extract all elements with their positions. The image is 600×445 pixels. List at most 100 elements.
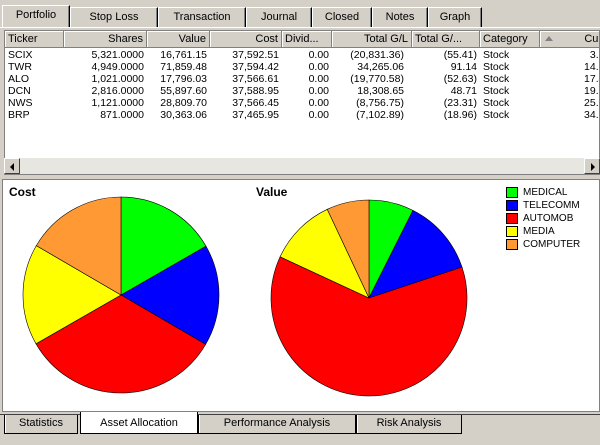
- column-header-dividends[interactable]: Divid...: [282, 31, 332, 48]
- cell-shares: 1,021.0000: [91, 73, 144, 85]
- tab-closed[interactable]: Closed: [312, 7, 372, 27]
- cell-category: Stock: [483, 97, 510, 109]
- cell-current: 34.8600: [584, 109, 599, 121]
- cell-current: 14.5200: [584, 61, 599, 73]
- cell-current: 19.8500: [584, 85, 599, 97]
- arrow-left-icon: [10, 163, 14, 171]
- cell-ticker: NWS: [8, 97, 33, 109]
- cell-total-gl-pct: (55.41): [443, 49, 477, 61]
- cell-current: 17.4300: [584, 73, 599, 85]
- column-header-cost[interactable]: Cost: [210, 31, 282, 48]
- cell-shares: 5,321.0000: [91, 49, 144, 61]
- scroll-left-button[interactable]: [4, 158, 20, 174]
- cell-shares: 1,121.0000: [91, 97, 144, 109]
- legend-swatch: [506, 213, 518, 224]
- tab-graph[interactable]: Graph: [428, 7, 482, 27]
- value-pie-slice-automob: [270, 256, 468, 397]
- column-header-ticker[interactable]: Ticker: [5, 31, 64, 48]
- cell-total-gl: 18,308.65: [357, 85, 404, 97]
- tab-portfolio[interactable]: Portfolio: [2, 5, 70, 27]
- cell-value: 28,809.70: [160, 97, 207, 109]
- cell-ticker: TWR: [8, 61, 32, 73]
- cell-total-gl-pct: 48.71: [450, 85, 477, 97]
- cell-category: Stock: [483, 49, 510, 61]
- legend-label: TELECOMM: [523, 200, 580, 211]
- column-header-current[interactable]: Current: [540, 31, 599, 48]
- cell-cost: 37,566.45: [232, 97, 279, 109]
- legend-swatch: [506, 239, 518, 250]
- column-header-category[interactable]: Category: [480, 31, 540, 48]
- cell-value: 17,796.03: [160, 73, 207, 85]
- cell-cost: 37,566.61: [232, 73, 279, 85]
- table-row[interactable]: DCN 2,816.0000 55,897.60 37,588.95 0.00 18,30…: [5, 85, 599, 97]
- cell-dividends: 0.00: [308, 109, 329, 121]
- cell-category: Stock: [483, 109, 510, 121]
- column-header-value[interactable]: Value: [147, 31, 210, 48]
- cell-shares: 2,816.0000: [91, 85, 144, 97]
- column-header-shares[interactable]: Shares: [64, 31, 147, 48]
- cell-total-gl: 34,265.06: [357, 61, 404, 73]
- grid-header: Ticker Shares Value Cost Divid... Total …: [5, 31, 599, 48]
- cell-shares: 4,949.0000: [91, 61, 144, 73]
- cell-dividends: 0.00: [308, 97, 329, 109]
- legend-swatch: [506, 226, 518, 237]
- table-row[interactable]: TWR 4,949.0000 71,859.48 37,594.42 0.00 34,26…: [5, 61, 599, 73]
- tab-performance-analysis[interactable]: Performance Analysis: [198, 415, 356, 434]
- horizontal-scrollbar[interactable]: [4, 158, 600, 174]
- cell-current: 3.1500: [589, 49, 599, 61]
- cell-dividends: 0.00: [308, 85, 329, 97]
- tab-asset-allocation[interactable]: Asset Allocation: [80, 412, 198, 434]
- cell-ticker: ALO: [8, 73, 30, 85]
- table-row[interactable]: NWS 1,121.0000 28,809.70 37,566.45 0.00 (8,75…: [5, 97, 599, 109]
- cost-pie-slice-medical: [120, 196, 207, 296]
- tab-transaction[interactable]: Transaction: [158, 7, 246, 27]
- value-chart-title: Value: [256, 185, 288, 199]
- cost-pie-slice-computer: [35, 196, 122, 296]
- table-row[interactable]: SCIX 5,321.0000 16,761.15 37,592.51 0.00 (20,…: [5, 49, 599, 61]
- cost-pie-slice-media: [22, 245, 122, 345]
- cell-dividends: 0.00: [308, 61, 329, 73]
- scroll-right-button[interactable]: [584, 158, 600, 174]
- cell-value: 16,761.15: [160, 49, 207, 61]
- arrow-right-icon: [591, 163, 595, 171]
- tab-notes[interactable]: Notes: [372, 7, 428, 27]
- tab-statistics[interactable]: Statistics: [4, 415, 78, 434]
- cell-category: Stock: [483, 73, 510, 85]
- portfolio-grid[interactable]: Ticker Shares Value Cost Divid... Total …: [4, 30, 600, 175]
- column-header-total-gl[interactable]: Total G/L: [332, 31, 412, 48]
- table-row[interactable]: ALO 1,021.0000 17,796.03 37,566.61 0.00 (19,7…: [5, 73, 599, 85]
- cell-total-gl-pct: (18.96): [443, 109, 477, 121]
- legend-swatch: [506, 200, 518, 211]
- pie-charts: [22, 196, 468, 397]
- column-header-current-label: Current: [584, 33, 599, 45]
- cell-dividends: 0.00: [308, 49, 329, 61]
- legend-label: MEDIA: [523, 226, 555, 237]
- value-pie-slice-telecomm: [368, 210, 463, 299]
- cell-cost: 37,465.95: [232, 109, 279, 121]
- cell-cost: 37,594.42: [232, 61, 279, 73]
- tab-risk-analysis[interactable]: Risk Analysis: [356, 415, 462, 434]
- cell-total-gl-pct: 91.14: [450, 61, 477, 73]
- tab-stop-loss[interactable]: Stop Loss: [70, 7, 158, 27]
- table-row[interactable]: BRP 871.0000 30,363.06 37,465.95 0.00 (7,102.…: [5, 109, 599, 121]
- cell-total-gl-pct: (52.63): [443, 73, 477, 85]
- legend-label: COMPUTER: [523, 239, 581, 250]
- cell-dividends: 0.00: [308, 73, 329, 85]
- tab-divider: [0, 27, 600, 28]
- cell-cost: 37,592.51: [232, 49, 279, 61]
- cell-ticker: DCN: [8, 85, 31, 97]
- cell-shares: 871.0000: [100, 109, 144, 121]
- cell-value: 30,363.06: [160, 109, 207, 121]
- cell-current: 25.7000: [584, 97, 599, 109]
- legend-label: AUTOMOB: [523, 213, 574, 224]
- cell-cost: 37,588.95: [232, 85, 279, 97]
- tab-journal[interactable]: Journal: [246, 7, 312, 27]
- sort-ascending-icon: [545, 36, 553, 41]
- cell-category: Stock: [483, 61, 510, 73]
- bottom-tab-divider: [0, 414, 600, 415]
- bottom-tab-strip: Statistics Asset Allocation Performance …: [0, 412, 600, 436]
- cell-value: 71,859.48: [160, 61, 207, 73]
- value-pie-slice-media: [279, 208, 370, 299]
- column-header-total-gl-pct[interactable]: Total G/...: [412, 31, 480, 48]
- cost-chart-title: Cost: [9, 185, 36, 199]
